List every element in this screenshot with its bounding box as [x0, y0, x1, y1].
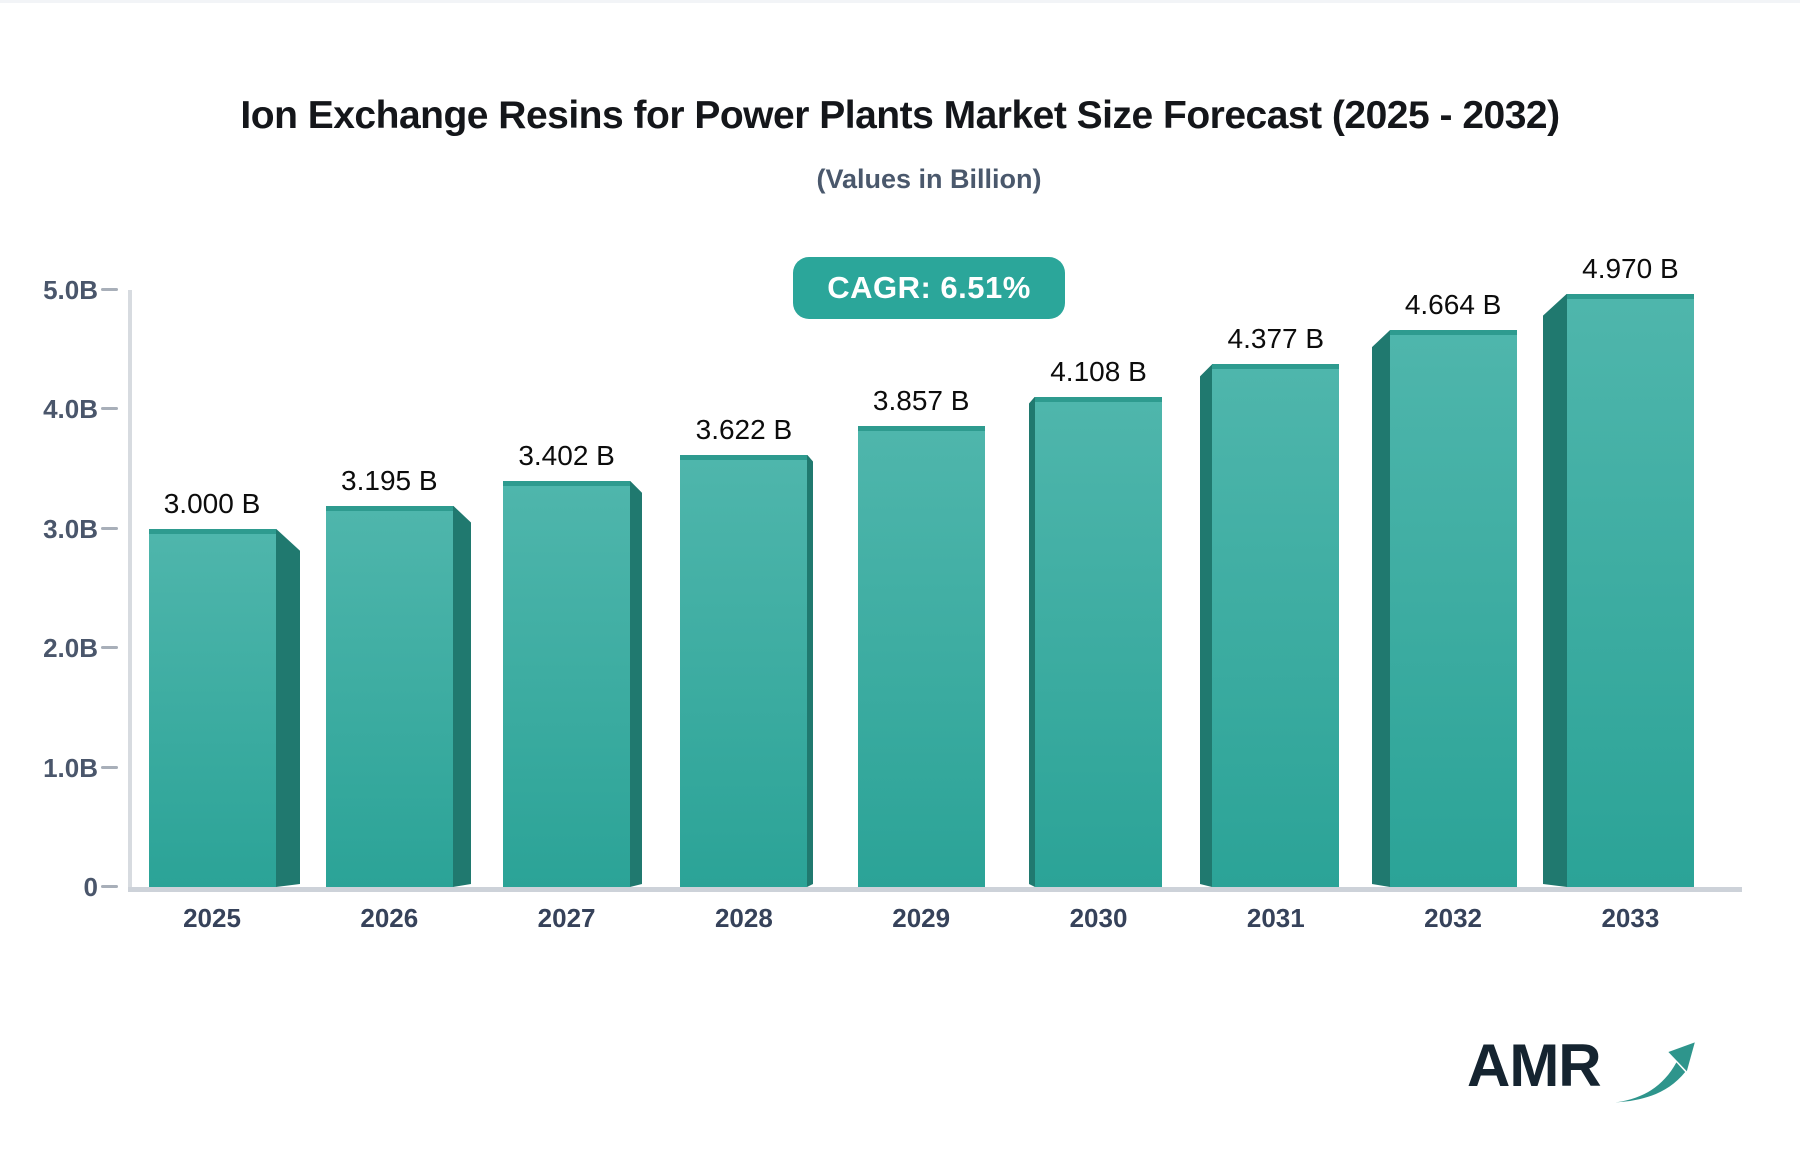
bar-2025 — [149, 528, 276, 887]
bar-side-2025 — [276, 528, 300, 887]
bar-2027 — [503, 480, 630, 887]
bar-side-2031 — [1200, 364, 1212, 887]
bar-top-cap — [503, 480, 630, 486]
y-tick-label: 4.0B — [43, 394, 98, 425]
x-axis-label-2026: 2026 — [360, 903, 419, 933]
y-tick-mark — [101, 646, 118, 650]
x-axis-label-2032: 2032 — [1424, 903, 1483, 933]
y-tick-label: 2.0B — [43, 633, 98, 664]
bar-top-cap — [858, 426, 985, 432]
bar-2030 — [1035, 396, 1162, 887]
bar-top-cap — [1035, 396, 1162, 402]
chart-title: Ion Exchange Resins for Power Plants Mar… — [240, 94, 1560, 137]
x-axis-label-2027: 2027 — [537, 903, 596, 933]
bar-value-label: 4.108 B — [1050, 355, 1147, 387]
cagr-badge: CAGR: 6.51% — [793, 257, 1065, 319]
card-top-border — [0, 0, 1800, 3]
bar-value-label: 3.000 B — [163, 487, 261, 519]
y-axis-line — [128, 290, 132, 891]
y-tick-mark — [101, 765, 118, 769]
bar-side-2033 — [1543, 293, 1567, 887]
bar-top-cap — [1390, 330, 1517, 336]
bar-2028 — [680, 454, 807, 887]
bar-top-cap — [326, 505, 453, 511]
bar-value-label: 3.857 B — [872, 385, 970, 417]
bar-top-cap — [149, 528, 276, 534]
x-axis-label-2030: 2030 — [1069, 903, 1128, 933]
bar-value-label: 3.402 B — [518, 439, 615, 471]
bar-side-2026 — [453, 505, 471, 887]
bar-side-2028 — [807, 454, 813, 887]
x-axis-label-2025: 2025 — [183, 903, 241, 933]
y-tick-label: 5.0B — [43, 275, 98, 305]
cagr-badge-row: CAGR: 6.51% — [116, 257, 1742, 319]
chart-subtitle: (Values in Billion) — [816, 164, 1042, 194]
bar-value-label: 3.622 B — [695, 413, 793, 445]
y-tick-label: 1.0B — [43, 752, 98, 783]
bar-side-2027 — [630, 480, 642, 887]
bar-value-label: 4.377 B — [1227, 323, 1325, 355]
x-axis-label-2031: 2031 — [1246, 903, 1305, 933]
bar-2032 — [1390, 330, 1517, 887]
bar-top-cap — [1212, 364, 1339, 370]
bar-2029 — [858, 426, 985, 887]
bar-2026 — [326, 505, 453, 887]
bar-value-label: 4.970 B — [1582, 252, 1679, 284]
x-axis-line — [128, 887, 1742, 892]
y-tick-label: 3.0B — [43, 513, 98, 544]
x-axis-label-2028: 2028 — [714, 903, 773, 933]
bar-top-cap — [1567, 293, 1694, 299]
y-tick-mark — [101, 407, 118, 411]
y-tick-mark — [101, 885, 118, 888]
y-tick-mark — [101, 526, 118, 530]
bar-value-label: 3.195 B — [341, 464, 438, 496]
bar-top-cap — [680, 454, 807, 460]
x-axis-label-2029: 2029 — [892, 903, 951, 933]
bar-2031 — [1212, 364, 1339, 887]
bar-value-label: 4.664 B — [1404, 289, 1502, 321]
growth-arrow-icon — [1615, 1042, 1695, 1103]
bar-2033 — [1567, 293, 1694, 887]
amr-logo: AMR — [1467, 1028, 1702, 1118]
bar-side-2032 — [1372, 330, 1390, 887]
x-axis-label-2033: 2033 — [1601, 903, 1660, 933]
y-tick-mark — [101, 288, 118, 291]
amr-logo-text: AMR — [1467, 1032, 1602, 1099]
y-tick-label: 0 — [83, 872, 98, 902]
bar-side-2030 — [1029, 396, 1035, 887]
